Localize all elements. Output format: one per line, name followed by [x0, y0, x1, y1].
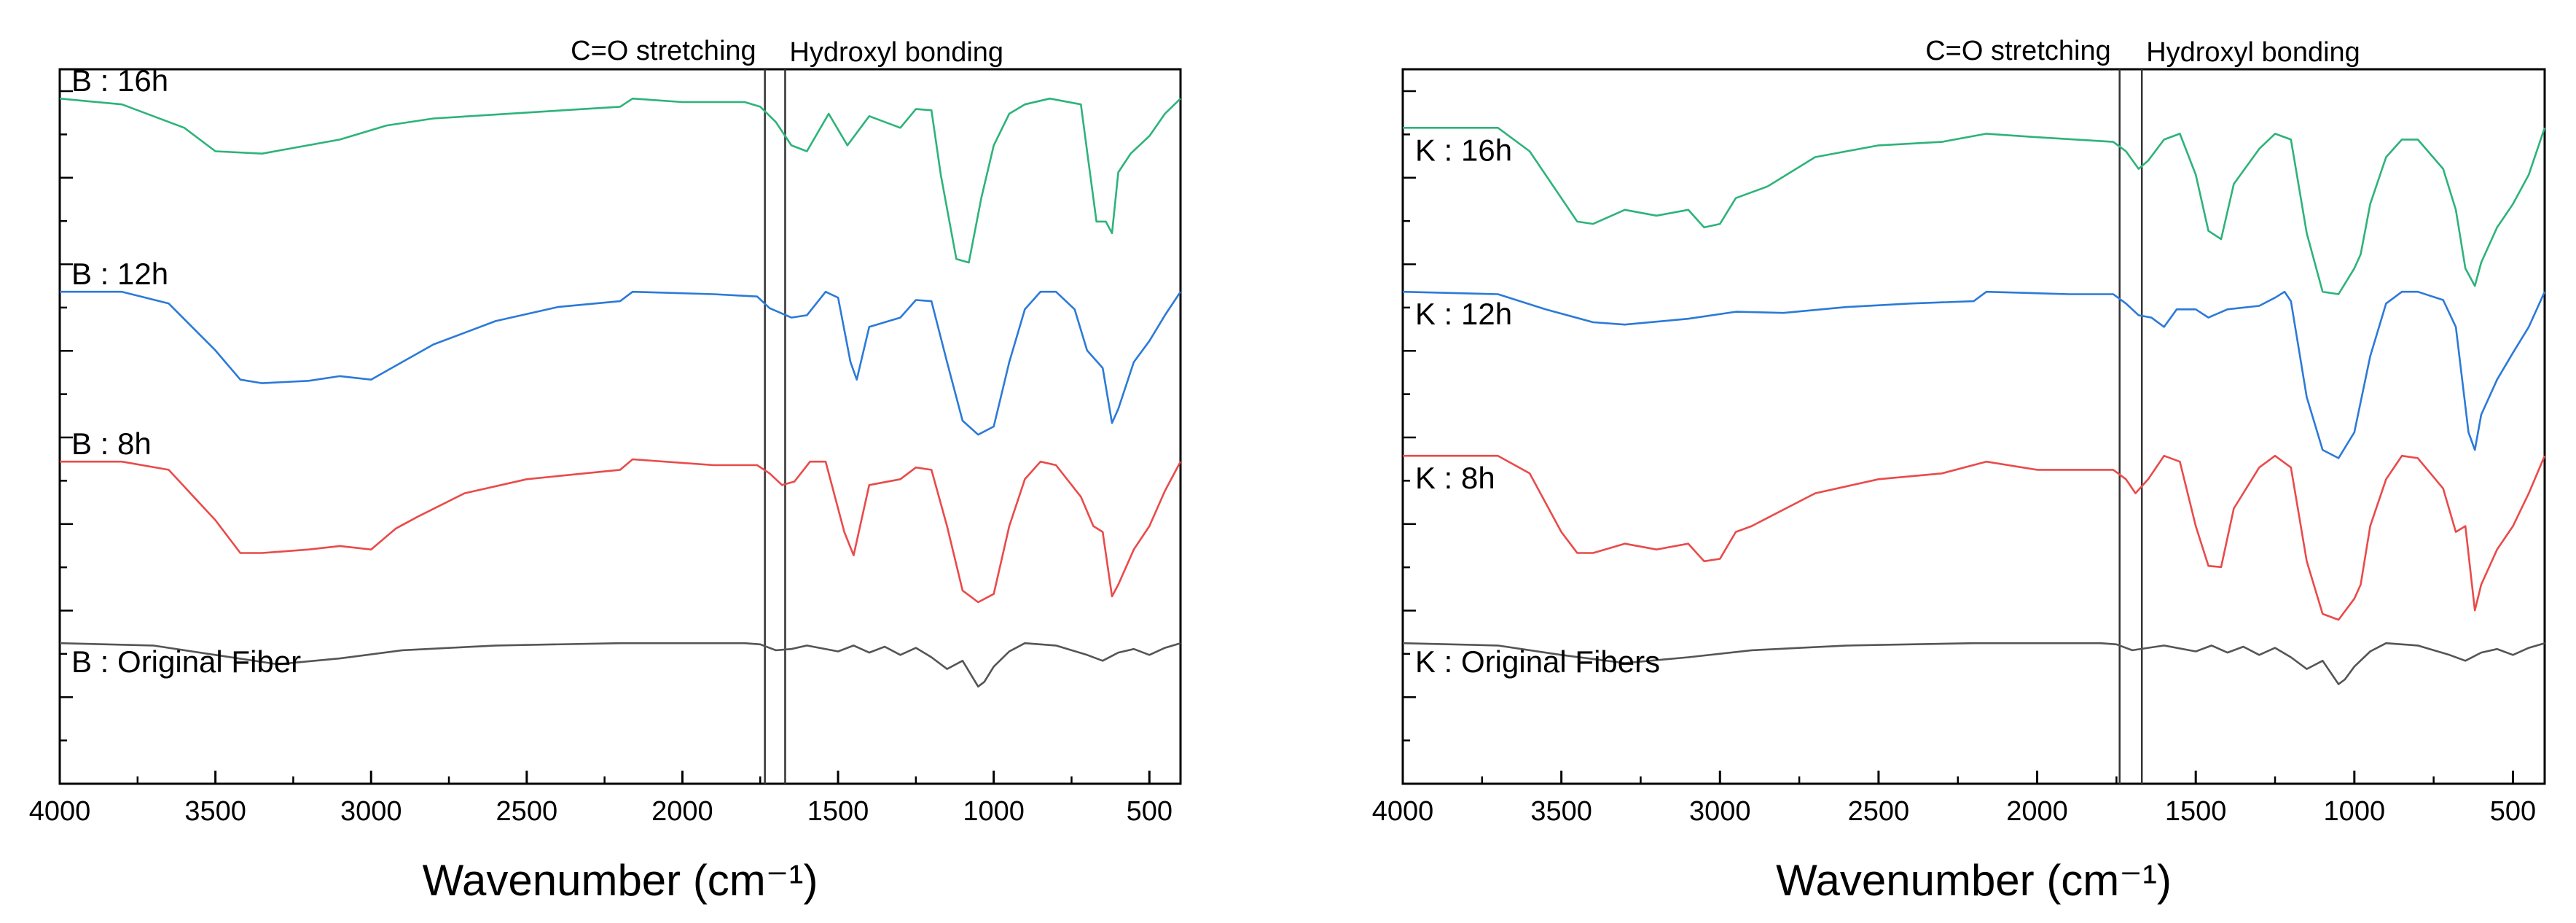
series-label: B : 16h — [71, 63, 168, 98]
series-label: K : Original Fibers — [1415, 644, 1660, 679]
series-line — [1402, 290, 2546, 459]
x-tick-label: 3000 — [1689, 796, 1751, 827]
series-line — [59, 97, 1181, 264]
series-label: K : 8h — [1415, 461, 1495, 495]
x-tick-label: 3500 — [1530, 796, 1592, 827]
x-tick-label: 4000 — [1372, 796, 1434, 827]
series-line — [59, 642, 1181, 688]
x-tick-label: 1500 — [2165, 796, 2227, 827]
series-line — [1403, 127, 2546, 295]
plot-frame — [1401, 68, 2546, 785]
x-tick-label: 2000 — [2006, 796, 2068, 827]
x-tick-label: 1500 — [807, 796, 869, 827]
x-axis-label: Wavenumber (cm⁻¹) — [423, 856, 818, 905]
annotation-hydroxyl-bonding: Hydroxyl bonding — [2146, 37, 2360, 68]
series-line — [1403, 454, 2546, 621]
chart-panel-k: 4000 3500 3000 2500 2000 1500 1000 500 Wavenumbe… — [1372, 36, 2546, 905]
x-tick-label: 4000 — [29, 796, 91, 827]
x-tick-label: 2500 — [496, 796, 558, 827]
x-tick-label: 1000 — [2324, 796, 2386, 827]
annotation-co-stretching: C=O stretching — [1925, 36, 2111, 66]
x-tick-label: 500 — [2490, 796, 2536, 827]
x-tick-label: 2000 — [651, 796, 713, 827]
chart-panel-b: 4000 3500 3000 2500 2000 1500 1000 500 Wavenumbe… — [29, 36, 1182, 905]
annotation-co-stretching: C=O stretching — [571, 36, 756, 66]
series-line — [60, 290, 1182, 436]
series-line — [60, 458, 1182, 604]
series-label: K : 12h — [1415, 297, 1512, 331]
x-tick-label: 2500 — [1848, 796, 1910, 827]
plot-frame — [58, 68, 1182, 785]
series-label: K : 16h — [1415, 133, 1512, 167]
x-tick-label: 500 — [1127, 796, 1172, 827]
series-line — [1402, 642, 2545, 685]
x-axis-label: Wavenumber (cm⁻¹) — [1776, 856, 2172, 905]
series-label: B : 8h — [71, 427, 152, 461]
series-label: B : 12h — [71, 257, 168, 291]
x-tick-label: 3000 — [340, 796, 402, 827]
x-tick-label: 3500 — [184, 796, 246, 827]
annotation-hydroxyl-bonding: Hydroxyl bonding — [789, 37, 1003, 68]
series-label: B : Original Fiber — [71, 644, 301, 679]
x-tick-label: 1000 — [963, 796, 1025, 827]
